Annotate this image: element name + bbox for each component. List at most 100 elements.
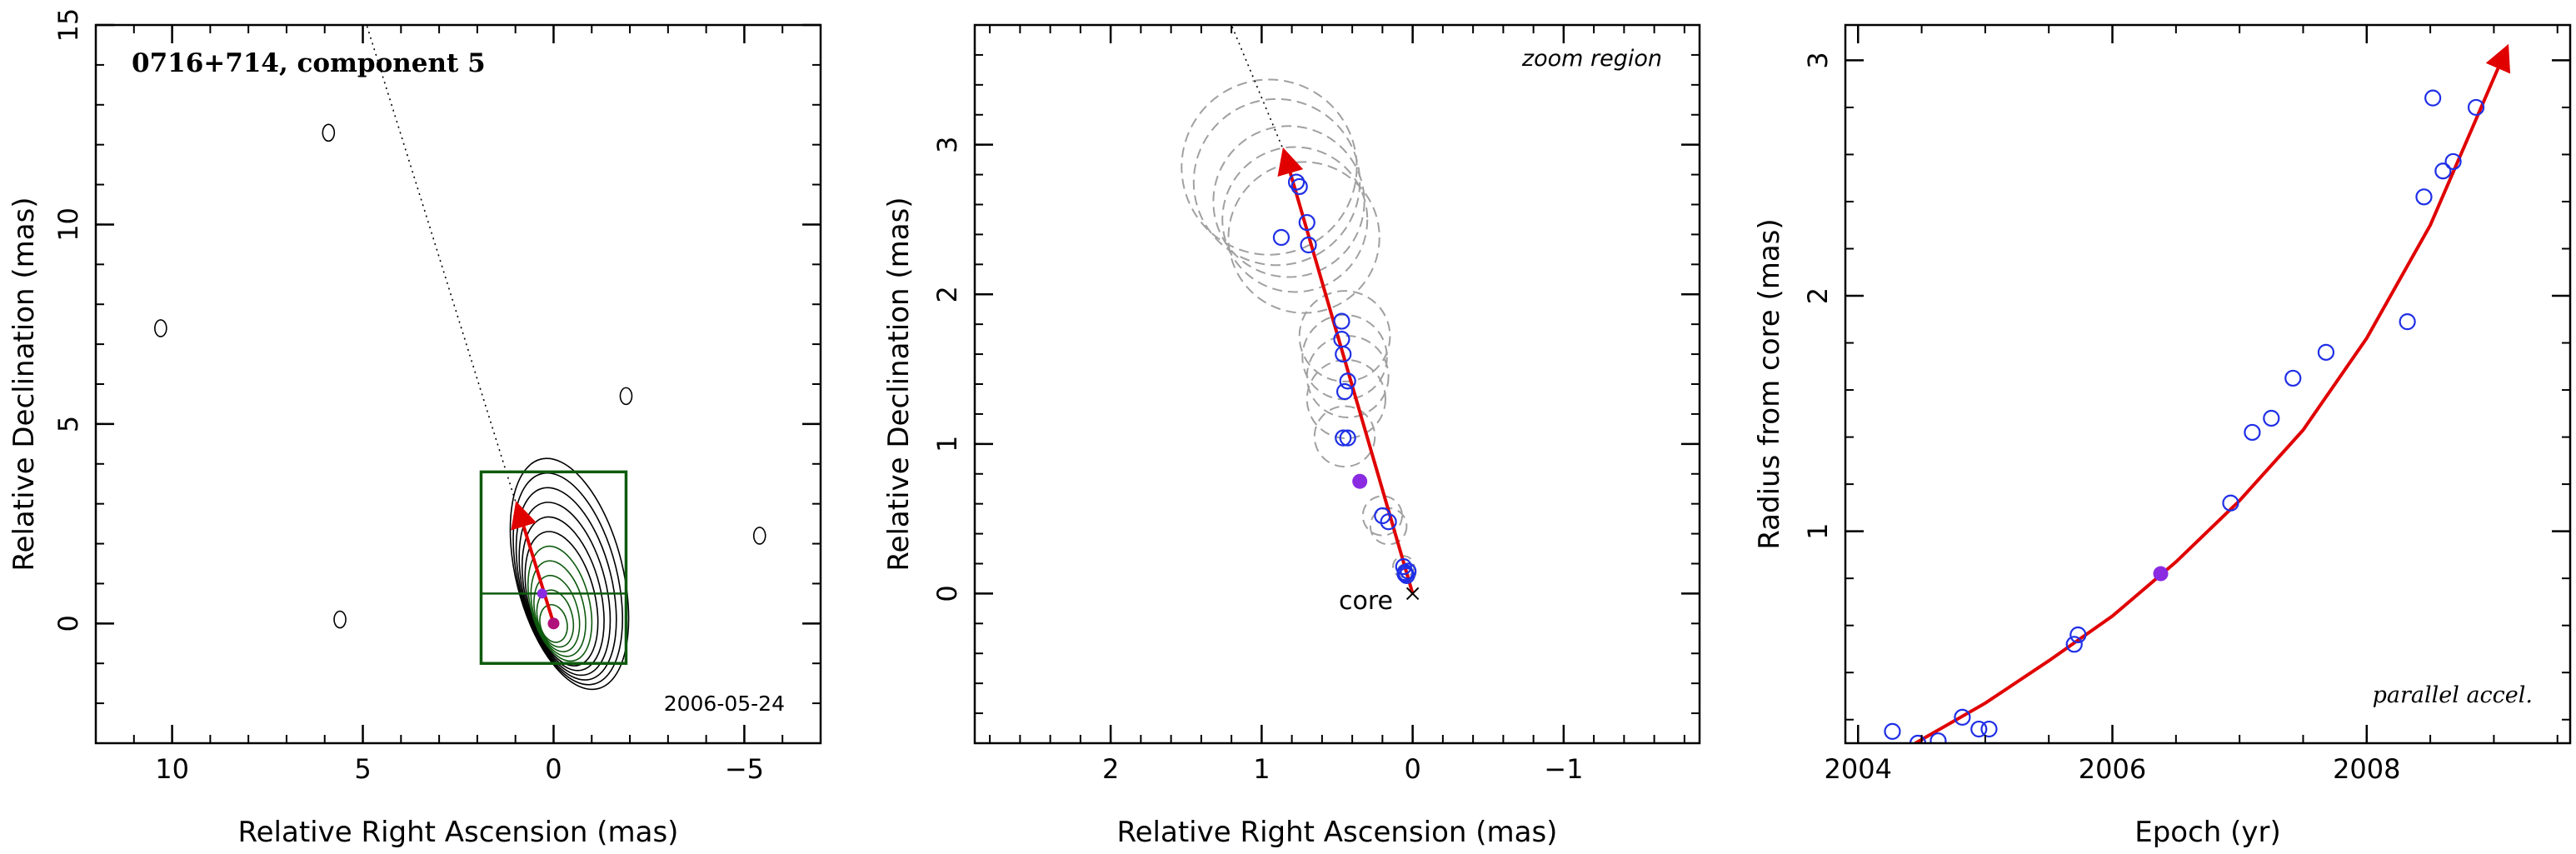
- data-point: [1333, 312, 1350, 330]
- data-point: [1400, 562, 1417, 580]
- data-point: [1335, 429, 1352, 447]
- y-tick-label: 5: [52, 416, 84, 432]
- zoom-y-axis-label: Relative Declination (mas): [882, 197, 916, 571]
- isolated-contour: [154, 319, 167, 337]
- jet-contour: [509, 457, 630, 691]
- component-size-circle: [1298, 290, 1391, 382]
- data-point: [1339, 372, 1356, 390]
- x-tick-label: 2006: [2079, 753, 2146, 785]
- core-marker: [547, 617, 560, 630]
- data-point: [2467, 98, 2485, 117]
- zoom-annotation: zoom region: [1521, 46, 1662, 72]
- data-point: [1335, 382, 1354, 401]
- x-tick-label: −5: [725, 753, 764, 785]
- y-tick-label: 0: [931, 585, 963, 602]
- data-point: [2415, 188, 2433, 206]
- data-point: [1954, 708, 1971, 727]
- data-point: [1980, 720, 1998, 738]
- isolated-contour: [322, 123, 336, 142]
- data-point: [1909, 734, 1927, 743]
- x-tick-label: 2004: [1825, 753, 1892, 785]
- map-date-label: 2006-05-24: [664, 692, 785, 716]
- jet-contour: [533, 574, 581, 652]
- jet-contour: [521, 516, 605, 672]
- map-plot-frame: [94, 23, 822, 745]
- data-point: [1884, 722, 1901, 740]
- component-size-circle: [1181, 78, 1358, 256]
- component-marker: [537, 588, 547, 599]
- data-point: [2069, 626, 2087, 644]
- map-x-axis-label: Relative Right Ascension (mas): [238, 816, 679, 849]
- jet-contour: [512, 472, 623, 686]
- component-size-circle: [1361, 495, 1403, 537]
- data-point: [1395, 557, 1412, 576]
- jet-contour: [518, 502, 612, 677]
- data-point: [2263, 409, 2280, 427]
- jet-contour: [527, 545, 593, 662]
- y-tick-label: 10: [52, 207, 84, 242]
- x-tick-label: 10: [155, 753, 189, 785]
- data-point: [2244, 423, 2261, 442]
- map-title: 0716+714, component 5: [132, 48, 486, 78]
- x-tick-label: −1: [1544, 753, 1583, 785]
- isolated-contour: [333, 610, 347, 629]
- core-label: core: [1339, 587, 1393, 616]
- data-point: [2222, 494, 2239, 512]
- data-point-current: [1352, 473, 1368, 489]
- data-point: [1970, 720, 1988, 738]
- component-size-circle: [1221, 146, 1369, 293]
- map-ticks: 10 5 0 −5 0 5 10 15: [52, 8, 821, 785]
- zoom-plot-frame: [973, 23, 1701, 745]
- data-point: [2065, 636, 2083, 653]
- component-size-circle: [1313, 405, 1376, 468]
- radius-ticks: 2004 2006 2008 1 2 3: [1802, 25, 2570, 785]
- x-tick-label: 0: [545, 753, 562, 785]
- data-point: [1287, 173, 1305, 191]
- data-point: [1374, 507, 1391, 525]
- y-tick-label: 1: [1802, 522, 1834, 539]
- y-tick-label: 15: [52, 8, 84, 42]
- radius-x-axis-label: Epoch (yr): [2134, 816, 2281, 849]
- x-tick-label: 1: [1253, 753, 1270, 785]
- data-point: [2317, 343, 2335, 361]
- contour-map: [154, 123, 766, 691]
- data-point: [1930, 732, 1947, 743]
- zoom-ticks: 2 1 0 −1 0 1 2 3: [931, 24, 1700, 785]
- data-point: [2444, 152, 2462, 171]
- y-tick-label: 0: [52, 615, 84, 632]
- y-tick-label: 3: [931, 136, 963, 152]
- data-point: [1339, 429, 1356, 447]
- radius-marks: [1884, 43, 2511, 743]
- x-tick-label: 2008: [2333, 753, 2400, 785]
- zoom-panel: 2 1 0 −1 0 1 2 3 zoom region core Relative Righ…: [882, 23, 1701, 849]
- radius-panel: 2004 2006 2008 1 2 3 parallel accel. Epoch (y…: [1753, 23, 2572, 849]
- map-marks: [366, 25, 628, 665]
- zoom-marks: [1181, 25, 1420, 601]
- y-tick-label: 3: [1802, 52, 1834, 68]
- zoom-x-axis-label: Relative Right Ascension (mas): [1117, 816, 1558, 849]
- data-point: [2399, 313, 2416, 331]
- jet-contour: [530, 560, 587, 657]
- component-size-circle: [1192, 97, 1361, 267]
- component-size-circle: [1212, 125, 1365, 278]
- data-point-current: [2153, 566, 2169, 582]
- jet-contour: [515, 487, 617, 681]
- core-cross-icon: [1405, 587, 1420, 601]
- y-tick-label: 1: [931, 436, 963, 452]
- data-point: [2434, 162, 2452, 180]
- component-size-circle: [1227, 161, 1380, 314]
- data-point: [1380, 513, 1397, 531]
- fit-curve: [1914, 43, 2511, 743]
- y-tick-label: 2: [1802, 287, 1834, 304]
- component-size-circle: [1305, 358, 1386, 440]
- data-point: [1300, 236, 1317, 254]
- data-point: [1298, 213, 1315, 232]
- isolated-contour: [619, 387, 633, 406]
- zoom-box: [479, 470, 628, 665]
- x-tick-label: 2: [1102, 753, 1119, 785]
- data-point: [1396, 565, 1414, 583]
- x-tick-label: 5: [354, 753, 371, 785]
- velocity-arrow: [511, 501, 556, 624]
- data-point: [1290, 177, 1308, 196]
- map-panel: 10 5 0 −5 0 5 10 15 0716+714, component 5 2006-…: [7, 8, 822, 849]
